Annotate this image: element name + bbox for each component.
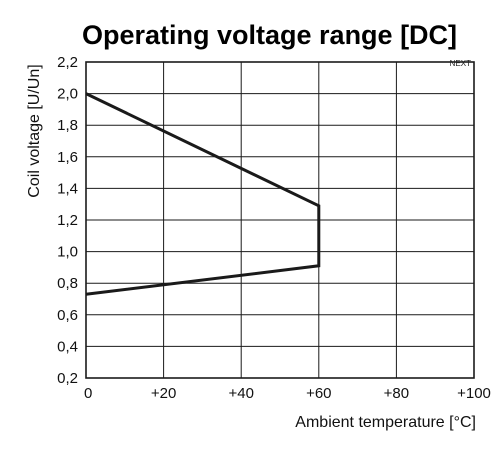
y-tick-label: 0,2 bbox=[57, 370, 78, 387]
corner-label: NEXT bbox=[450, 59, 471, 68]
y-tick-label: 1,2 bbox=[57, 212, 78, 229]
y-tick-label: 0,6 bbox=[57, 307, 78, 324]
x-tick-label: +20 bbox=[151, 385, 176, 402]
series-layer bbox=[85, 92, 321, 296]
plot-frame bbox=[85, 61, 475, 379]
x-tick-label: 0 bbox=[84, 385, 92, 402]
x-axis-ticks: 0 +20 +40 +60 +80 +100 bbox=[84, 385, 491, 402]
grid bbox=[86, 62, 474, 378]
y-tick-label: 2,2 bbox=[57, 54, 78, 71]
series-line bbox=[85, 92, 321, 296]
x-tick-label: +60 bbox=[306, 385, 331, 402]
y-tick-label: 1,8 bbox=[57, 117, 78, 134]
y-tick-label: 1,6 bbox=[57, 149, 78, 166]
x-axis-label: Ambient temperature [°C] bbox=[295, 414, 476, 431]
y-tick-label: 0,8 bbox=[57, 275, 78, 292]
y-axis-label: Coil voltage [U/Un] bbox=[26, 64, 43, 197]
y-tick-label: 1,0 bbox=[57, 244, 78, 261]
chart-title: Operating voltage range [DC] bbox=[82, 20, 457, 50]
y-axis-ticks: 2,2 2,0 1,8 1,6 1,4 1,2 1,0 0,8 0,6 0,4 0,2 bbox=[57, 54, 78, 387]
y-tick-label: 2,0 bbox=[57, 86, 78, 103]
x-tick-label: +80 bbox=[384, 385, 409, 402]
y-tick-label: 0,4 bbox=[57, 338, 78, 355]
y-tick-label: 1,4 bbox=[57, 180, 78, 197]
x-tick-label: +100 bbox=[457, 385, 491, 402]
x-tick-label: +40 bbox=[228, 385, 253, 402]
